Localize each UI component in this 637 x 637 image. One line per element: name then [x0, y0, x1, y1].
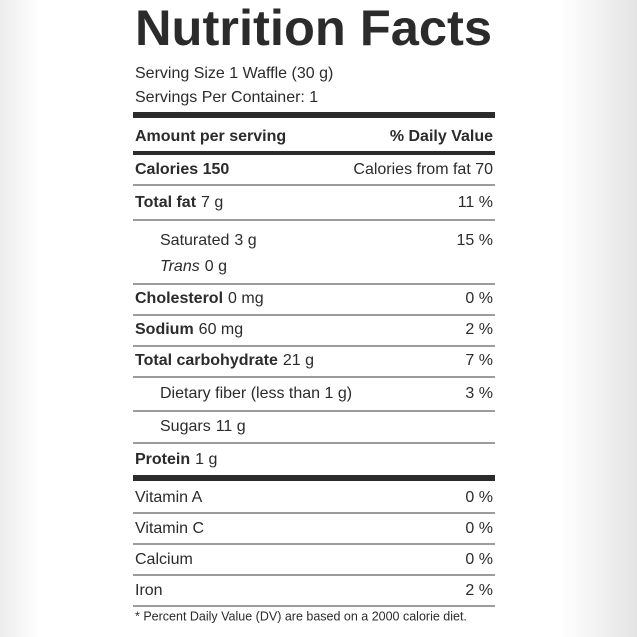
thick-rule	[133, 112, 495, 118]
nutrient-name: Cholesterol	[135, 290, 223, 307]
nutrient-label: Cholesterol 0 mg	[135, 290, 264, 307]
nutrient-amount: 1 g	[195, 451, 217, 468]
nutrient-label: Dietary fiber (less than 1 g)	[160, 385, 352, 402]
calories: Calories 150	[135, 161, 229, 178]
nutrient-amount: 60 mg	[199, 321, 243, 338]
vitamin-name: Vitamin C	[135, 520, 204, 537]
nutrient-label: Sugars 11 g	[160, 418, 246, 435]
daily-value: 0 %	[465, 290, 493, 307]
daily-value: 3 %	[465, 385, 493, 402]
nutrient-name: Protein	[135, 451, 190, 468]
daily-value: 0 %	[465, 520, 493, 537]
nutrient-amount: 0 mg	[228, 290, 264, 307]
daily-value: 2 %	[465, 321, 493, 338]
nutrient-label: Saturated 3 g	[160, 232, 257, 249]
daily-value: 0 %	[465, 489, 493, 506]
vitamin-name: Vitamin A	[135, 489, 203, 506]
nutrient-name: Sugars	[160, 418, 211, 435]
medium-rule	[133, 151, 495, 155]
nutrient-name: Saturated	[160, 232, 229, 249]
dv-header: % Daily Value	[390, 128, 493, 145]
daily-value: 2 %	[465, 582, 493, 599]
vitamin-name: Iron	[135, 582, 163, 599]
nutrient-amount: 21 g	[283, 352, 314, 369]
nutrient-amount: 11 g	[216, 418, 246, 435]
footnote: * Percent Daily Value (DV) are based on …	[135, 609, 467, 623]
nutrient-label: Protein 1 g	[135, 451, 217, 468]
title: Nutrition Facts	[135, 0, 492, 56]
nutrient-amount: 7 g	[201, 194, 223, 211]
nutrient-name: Trans	[160, 258, 200, 275]
servings-per-container: Servings Per Container: 1	[135, 89, 318, 106]
thick-rule	[133, 475, 495, 481]
amount-header: Amount per serving	[135, 128, 286, 145]
serving-size: Serving Size 1 Waffle (30 g)	[135, 65, 333, 82]
daily-value: 7 %	[465, 352, 493, 369]
nutrient-name: Total carbohydrate	[135, 352, 278, 369]
shadow	[560, 0, 637, 637]
nutrient-name: Total fat	[135, 194, 197, 211]
nutrient-label: Sodium 60 mg	[135, 321, 243, 338]
daily-value: 11 %	[458, 194, 493, 211]
daily-value: 0 %	[465, 551, 493, 568]
vitamin-name: Calcium	[135, 551, 193, 568]
nutrient-name: Sodium	[135, 321, 194, 338]
shadow	[0, 0, 40, 637]
nutrient-amount: 0 g	[205, 258, 227, 275]
calories-from-fat: Calories from fat 70	[353, 161, 493, 178]
nutrient-label: Total carbohydrate 21 g	[135, 352, 314, 369]
nutrient-label: Trans 0 g	[160, 258, 227, 275]
nutrient-name: Dietary fiber (less than 1 g)	[160, 385, 352, 402]
daily-value: 15 %	[457, 232, 493, 249]
nutrient-amount: 3 g	[234, 232, 256, 249]
nutrient-rows: Total fat 7 g 11 % Saturated 3 g 15 % Trans 0 g…	[133, 194, 495, 607]
nutrient-label: Total fat 7 g	[135, 194, 223, 211]
